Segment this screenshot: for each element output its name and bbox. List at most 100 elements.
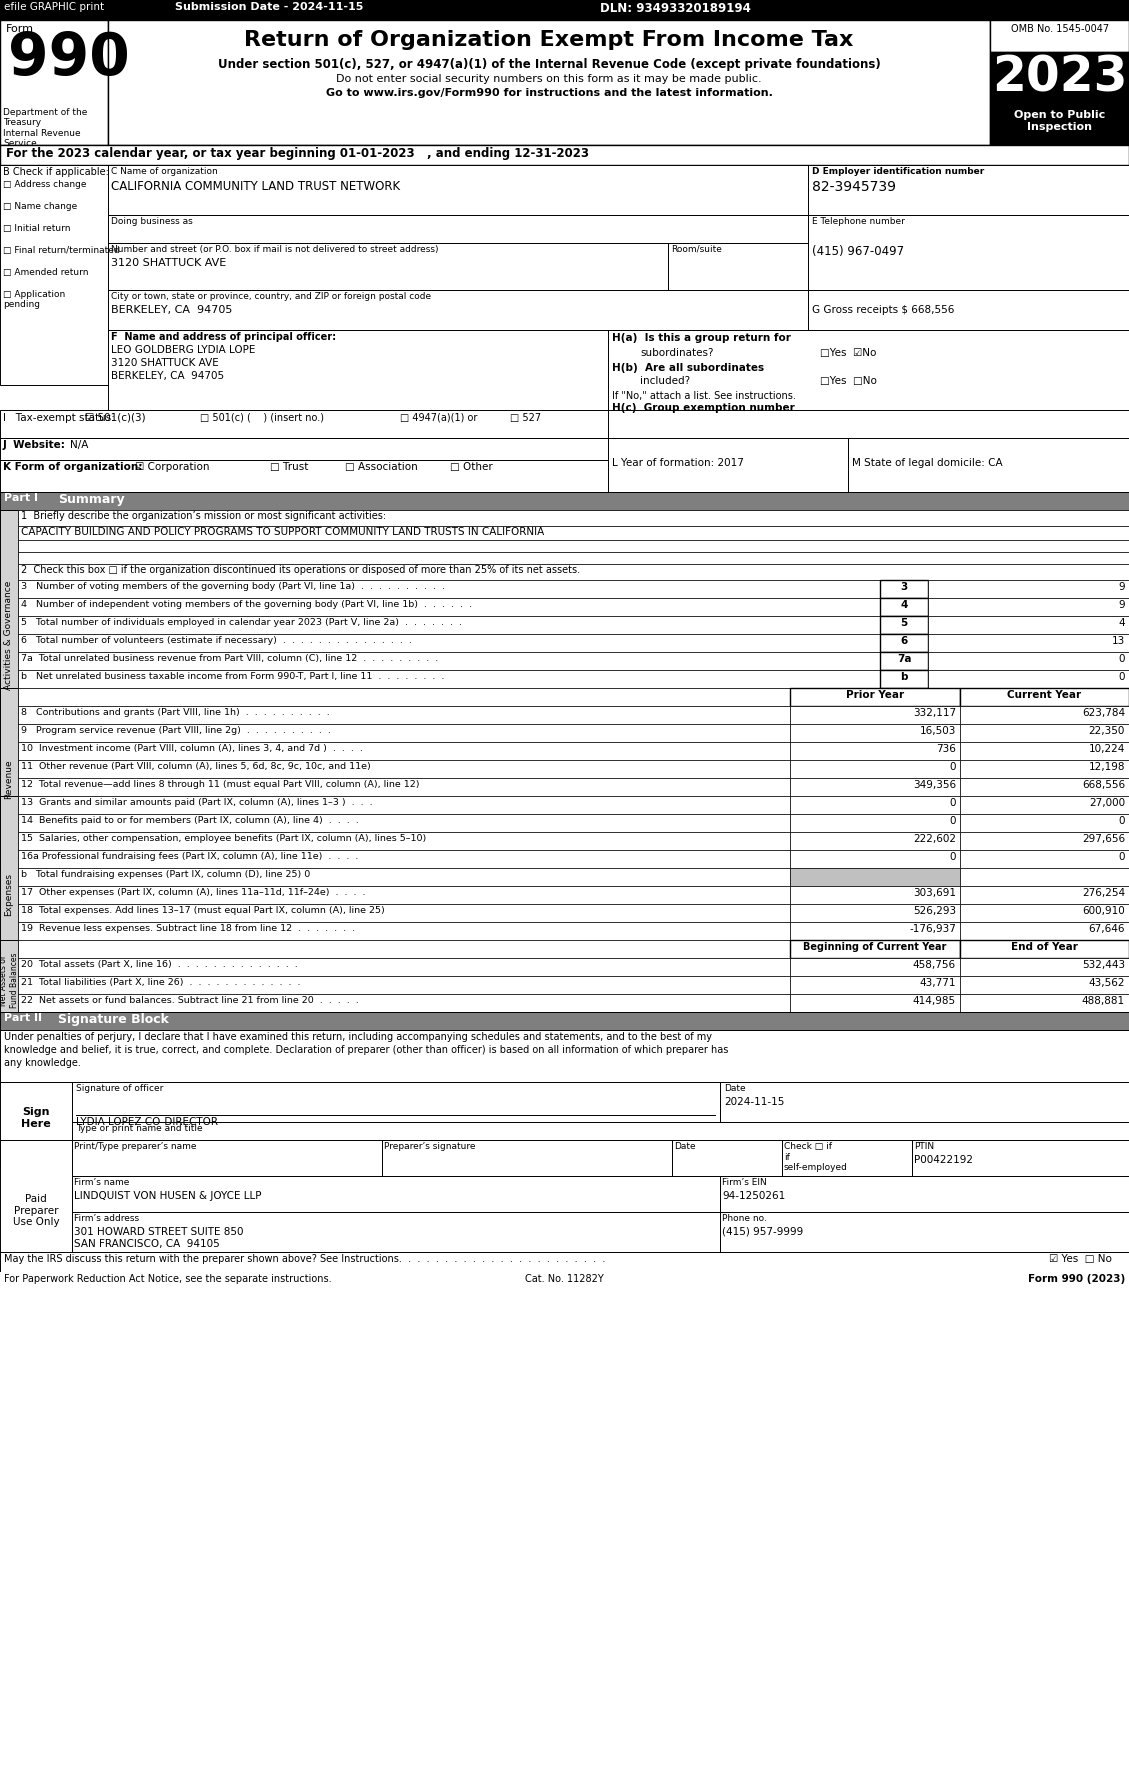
- Bar: [960, 759, 1129, 779]
- Bar: [912, 1141, 1129, 1176]
- Text: For Paperwork Reduction Act Notice, see the separate instructions.: For Paperwork Reduction Act Notice, see …: [5, 1273, 332, 1284]
- Text: □ Trust: □ Trust: [270, 463, 308, 472]
- Text: 8   Contributions and grants (Part VIII, line 1h)  .  .  .  .  .  .  .  .  .  .: 8 Contributions and grants (Part VIII, l…: [21, 708, 330, 717]
- Bar: [960, 922, 1129, 940]
- Text: BERKELEY, CA  94705: BERKELEY, CA 94705: [111, 371, 225, 381]
- Text: Current Year: Current Year: [1007, 691, 1082, 699]
- Bar: [0, 1252, 1129, 1272]
- Bar: [928, 599, 1129, 616]
- Text: 11  Other revenue (Part VIII, column (A), lines 5, 6d, 8c, 9c, 10c, and 11e): 11 Other revenue (Part VIII, column (A),…: [21, 761, 370, 772]
- Text: H(b)  Are all subordinates: H(b) Are all subordinates: [612, 364, 764, 373]
- Text: 10  Investment income (Part VIII, column (A), lines 3, 4, and 7d )  .  .  .  .: 10 Investment income (Part VIII, column …: [21, 743, 362, 752]
- Text: -176,937: -176,937: [909, 924, 956, 934]
- Text: efile GRAPHIC print: efile GRAPHIC print: [5, 2, 104, 12]
- Bar: [0, 459, 609, 493]
- Text: 3120 SHATTUCK AVE: 3120 SHATTUCK AVE: [111, 258, 226, 268]
- Text: ☑ 501(c)(3): ☑ 501(c)(3): [85, 413, 146, 424]
- Text: Firm’s EIN: Firm’s EIN: [723, 1178, 767, 1187]
- Text: □ 527: □ 527: [510, 413, 541, 424]
- Bar: [18, 706, 790, 724]
- Bar: [928, 669, 1129, 689]
- Bar: [72, 1083, 720, 1121]
- Bar: [0, 1012, 1129, 1030]
- Text: □ Address change: □ Address change: [3, 180, 87, 189]
- Bar: [928, 652, 1129, 669]
- Bar: [790, 814, 960, 832]
- Bar: [928, 634, 1129, 652]
- Text: □ 501(c) (    ) (insert no.): □ 501(c) ( ) (insert no.): [200, 413, 324, 424]
- Text: □ Other: □ Other: [450, 463, 492, 472]
- Bar: [668, 244, 808, 290]
- Bar: [720, 1211, 1129, 1252]
- Text: 222,602: 222,602: [913, 834, 956, 844]
- Text: 16a Professional fundraising fees (Part IX, column (A), line 11e)  .  .  .  .: 16a Professional fundraising fees (Part …: [21, 851, 358, 862]
- Text: Form 990 (2023): Form 990 (2023): [1027, 1273, 1124, 1284]
- Bar: [879, 599, 928, 616]
- Text: 0: 0: [1119, 851, 1124, 862]
- Text: 19  Revenue less expenses. Subtract line 18 from line 12  .  .  .  .  .  .  .: 19 Revenue less expenses. Subtract line …: [21, 924, 356, 932]
- Text: Activities & Governance: Activities & Governance: [5, 581, 14, 691]
- Text: 9   Program service revenue (Part VIII, line 2g)  .  .  .  .  .  .  .  .  .  .: 9 Program service revenue (Part VIII, li…: [21, 726, 331, 735]
- Text: May the IRS discuss this return with the preparer shown above? See Instructions.: May the IRS discuss this return with the…: [5, 1254, 605, 1264]
- Text: L Year of formation: 2017: L Year of formation: 2017: [612, 457, 744, 468]
- Bar: [18, 526, 1129, 540]
- Text: Go to www.irs.gov/Form990 for instructions and the latest information.: Go to www.irs.gov/Form990 for instructio…: [325, 88, 772, 97]
- Bar: [18, 904, 790, 922]
- Bar: [990, 51, 1129, 108]
- Bar: [960, 994, 1129, 1012]
- Text: N/A: N/A: [70, 440, 88, 450]
- Text: H(a)  Is this a group return for: H(a) Is this a group return for: [612, 334, 791, 343]
- Text: 1  Briefly describe the organization’s mission or most significant activities:: 1 Briefly describe the organization’s mi…: [21, 510, 386, 521]
- Bar: [720, 1176, 1129, 1211]
- Text: Part II: Part II: [5, 1014, 42, 1023]
- Text: 27,000: 27,000: [1088, 798, 1124, 809]
- Text: If "No," attach a list. See instructions.: If "No," attach a list. See instructions…: [612, 390, 796, 401]
- Text: 22  Net assets or fund balances. Subtract line 21 from line 20  .  .  .  .  .: 22 Net assets or fund balances. Subtract…: [21, 996, 359, 1005]
- Text: included?: included?: [640, 376, 690, 387]
- Bar: [790, 957, 960, 977]
- Bar: [960, 706, 1129, 724]
- Text: 22,350: 22,350: [1088, 726, 1124, 736]
- Bar: [18, 832, 790, 849]
- Bar: [960, 849, 1129, 869]
- Bar: [108, 244, 668, 290]
- Bar: [960, 796, 1129, 814]
- Bar: [0, 438, 609, 459]
- Text: CALIFORNIA COMMUNITY LAND TRUST NETWORK: CALIFORNIA COMMUNITY LAND TRUST NETWORK: [111, 180, 400, 192]
- Text: 3   Number of voting members of the governing body (Part VI, line 1a)  .  .  .  : 3 Number of voting members of the govern…: [21, 583, 445, 592]
- Bar: [720, 1083, 1129, 1121]
- Text: □ Initial return: □ Initial return: [3, 224, 70, 233]
- Bar: [790, 742, 960, 759]
- Bar: [928, 579, 1129, 599]
- Bar: [18, 616, 879, 634]
- Text: Type or print name and title: Type or print name and title: [76, 1123, 202, 1134]
- Bar: [790, 832, 960, 849]
- Bar: [18, 887, 790, 904]
- Text: 0: 0: [1119, 673, 1124, 682]
- Bar: [382, 1141, 672, 1176]
- Bar: [879, 616, 928, 634]
- Text: 3: 3: [900, 583, 908, 592]
- Bar: [960, 977, 1129, 994]
- Text: 600,910: 600,910: [1083, 906, 1124, 917]
- Bar: [928, 616, 1129, 634]
- Bar: [72, 1141, 382, 1176]
- Bar: [960, 814, 1129, 832]
- Text: Summary: Summary: [58, 493, 124, 507]
- Bar: [18, 540, 1129, 553]
- Text: DLN: 93493320189194: DLN: 93493320189194: [599, 2, 751, 14]
- Text: F  Name and address of principal officer:: F Name and address of principal officer:: [111, 332, 336, 343]
- Text: E Telephone number: E Telephone number: [812, 217, 904, 226]
- Text: G Gross receipts $ 668,556: G Gross receipts $ 668,556: [812, 306, 954, 314]
- Bar: [0, 1083, 72, 1164]
- Text: Under section 501(c), 527, or 4947(a)(1) of the Internal Revenue Code (except pr: Under section 501(c), 527, or 4947(a)(1)…: [218, 58, 881, 71]
- Bar: [18, 922, 790, 940]
- Text: Date: Date: [724, 1084, 745, 1093]
- Text: 17  Other expenses (Part IX, column (A), lines 11a–11d, 11f–24e)  .  .  .  .: 17 Other expenses (Part IX, column (A), …: [21, 888, 366, 897]
- Bar: [18, 563, 1129, 579]
- Text: 12,198: 12,198: [1088, 761, 1124, 772]
- Text: Return of Organization Exempt From Income Tax: Return of Organization Exempt From Incom…: [244, 30, 854, 49]
- Text: 0: 0: [1119, 653, 1124, 664]
- Text: 14  Benefits paid to or for members (Part IX, column (A), line 4)  .  .  .  .: 14 Benefits paid to or for members (Part…: [21, 816, 359, 825]
- Bar: [0, 164, 108, 385]
